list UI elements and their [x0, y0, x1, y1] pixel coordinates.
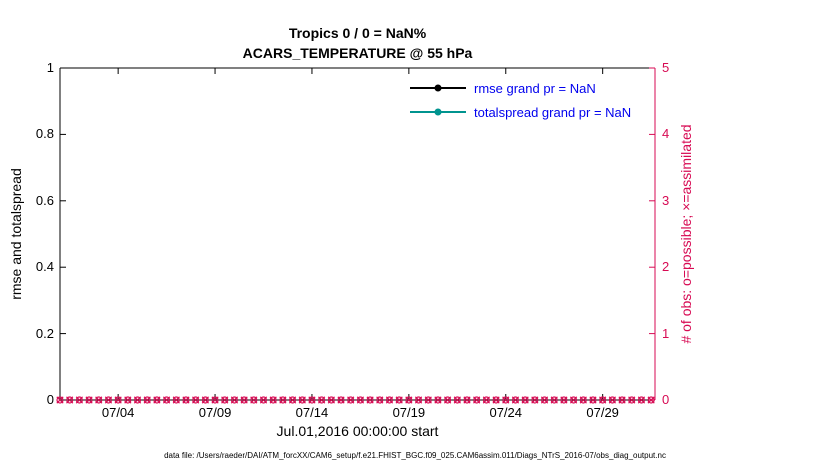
y-tick-right-label: 4 [662, 126, 670, 142]
x-tick-label: 07/04 [101, 405, 135, 420]
y-tick-right-label: 0 [662, 392, 670, 407]
chart-title-line2: ACARS_TEMPERATURE @ 55 hPa [242, 45, 473, 61]
y-tick-left-label: 0.6 [35, 192, 54, 208]
rmse-legend-label: rmse grand pr = NaN [474, 80, 596, 96]
totalspread-legend-label: totalspread grand pr = NaN [474, 104, 632, 120]
x-tick-label: 07/19 [392, 405, 426, 420]
x-axis-label: Jul.01,2016 00:00:00 start [276, 423, 439, 439]
rmse-legend-line-swatch [410, 84, 466, 92]
y-tick-left-label: 0 [46, 392, 54, 407]
y-tick-right-label: 3 [662, 192, 670, 208]
y-tick-left-label: 0.8 [35, 126, 54, 142]
x-tick-label: 07/09 [198, 405, 232, 420]
legend-row-rmse: rmse grand pr = NaN [410, 80, 631, 96]
chart-title-line1: Tropics 0 / 0 = NaN% [288, 25, 427, 41]
legend-row-totalspread: totalspread grand pr = NaN [410, 104, 631, 120]
y-tick-left-label: 0.4 [35, 259, 54, 275]
right-axis-label: # of obs: o=possible; ×=assimilated [678, 124, 694, 344]
y-tick-left-label: 0.2 [35, 325, 54, 341]
totalspread-legend-line-swatch [410, 108, 466, 116]
legend: rmse grand pr = NaN totalspread grand pr… [410, 80, 631, 128]
left-axis-label: rmse and totalspread [8, 168, 24, 300]
x-tick-label: 07/24 [489, 405, 523, 420]
y-tick-right-label: 1 [662, 325, 670, 341]
y-tick-right-label: 5 [662, 60, 670, 75]
x-tick-label: 07/14 [295, 405, 329, 420]
y-tick-right-label: 2 [662, 259, 670, 275]
y-tick-left-label: 1 [46, 60, 54, 75]
rmse-legend-marker-icon [434, 84, 442, 92]
totalspread-legend-marker-icon [434, 108, 442, 116]
x-tick-label: 07/29 [586, 405, 619, 420]
datafile-caption: data file: /Users/raeder/DAI/ATM_forcXX/… [164, 451, 666, 460]
